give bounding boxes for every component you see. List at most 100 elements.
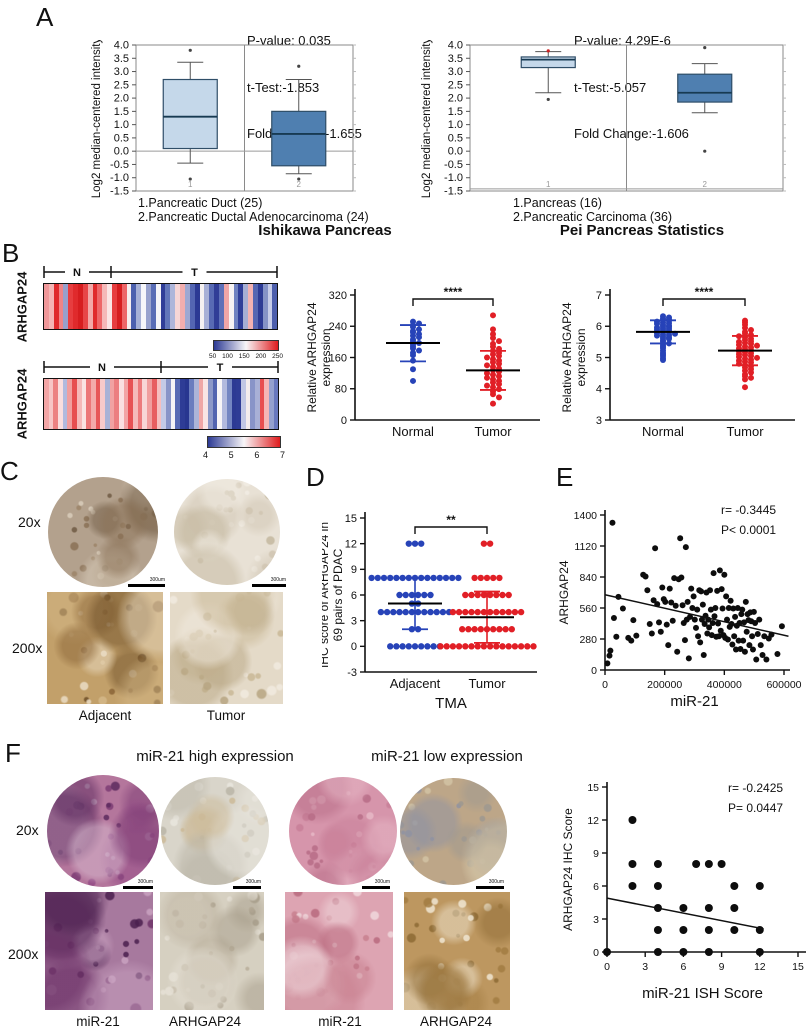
ishikawa-legend-1: 1.Pancreatic Duct (25) (138, 196, 263, 210)
svg-text:240: 240 (329, 321, 347, 333)
heatmap1-colorbar-ticks: 50 100 150 200 250 (209, 353, 283, 360)
svg-text:5: 5 (596, 352, 602, 364)
c-20x-label: 20x (18, 514, 41, 530)
panel-a-label: A (36, 2, 54, 32)
svg-text:1.0: 1.0 (114, 119, 129, 131)
svg-text:12: 12 (345, 538, 357, 550)
scalebar-label: 300um (270, 577, 286, 583)
pei-title: Pei Pancreas Statistics (559, 222, 725, 239)
heatmap2-colorbar (207, 436, 281, 448)
svg-text:-0.5: -0.5 (444, 159, 463, 171)
svg-text:Normal: Normal (642, 424, 684, 439)
c-tumor-label: Tumor (206, 708, 246, 723)
svg-text:3.0: 3.0 (448, 66, 463, 78)
svg-text:P= 0.0447: P= 0.0447 (728, 801, 783, 815)
svg-text:****: **** (444, 285, 463, 299)
svg-text:560: 560 (579, 603, 597, 615)
svg-text:P< 0.0001: P< 0.0001 (721, 523, 776, 537)
svg-text:1.5: 1.5 (448, 106, 463, 118)
svg-text:1400: 1400 (574, 510, 598, 522)
c-adjacent-label: Adjacent (78, 708, 132, 723)
svg-text:Log2 median-centered intensity: Log2 median-centered intensity (421, 40, 433, 198)
heatmap1-colorbar (213, 340, 279, 351)
svg-text:1.5: 1.5 (114, 106, 129, 118)
tumor-20x-image (174, 479, 280, 585)
svg-text:0.0: 0.0 (114, 146, 129, 158)
svg-text:9: 9 (351, 564, 357, 576)
f-col-label-arhgap24-2: ARHGAP24 (419, 1014, 493, 1029)
svg-text:0: 0 (604, 961, 610, 973)
mir21-high-ihc-20x-image (161, 777, 269, 885)
svg-text:Normal: Normal (392, 424, 434, 439)
svg-text:3.5: 3.5 (114, 53, 129, 65)
mir21-high-ish-200x-image (45, 892, 153, 1010)
c-200x-label: 200x (12, 640, 43, 656)
f-col-label-mir21-1: miR-21 (76, 1014, 120, 1029)
ishikawa-ttest: t-Test:-1.853 (247, 79, 320, 95)
scalebar (252, 584, 286, 587)
svg-text:-0.5: -0.5 (110, 159, 129, 171)
f-col-label-mir21-2: miR-21 (318, 1014, 362, 1029)
mir21-low-ish-200x-image (285, 892, 393, 1010)
heatmap1-row-label: ARHGAP24 (14, 271, 30, 343)
panel-f-label: F (5, 738, 21, 768)
svg-text:15: 15 (792, 961, 804, 973)
svg-text:Log2 median-centered intensity: Log2 median-centered intensity (91, 40, 103, 198)
ishikawa-legend-2: 2.Pancreatic Ductal Adenocarcinoma (24) (138, 210, 369, 224)
svg-text:miR-21 ISH Score: miR-21 ISH Score (642, 985, 763, 1002)
svg-text:1.0: 1.0 (448, 119, 463, 131)
panel-e-label: E (556, 462, 574, 492)
svg-text:r= -0.3445: r= -0.3445 (721, 503, 776, 517)
panel-c-label: C (0, 456, 19, 486)
ishikawa-pvalue: P-value: 0.035 (247, 33, 331, 48)
f-col-label-arhgap24-1: ARHGAP24 (168, 1014, 242, 1029)
pei-boxplot: 4.03.53.02.5 2.01.51.00.5 0.0-0.5-1.0 -1.5 L… (421, 40, 786, 198)
svg-text:0: 0 (593, 947, 599, 959)
scalebar-label: 300um (245, 879, 261, 885)
svg-text:9: 9 (593, 848, 599, 860)
svg-text:200000: 200000 (647, 679, 682, 691)
svg-text:15: 15 (587, 782, 599, 794)
svg-text:T: T (191, 267, 198, 279)
svg-text:69 pairs of PDAC: 69 pairs of PDAC (331, 548, 345, 641)
svg-text:Tumor: Tumor (468, 676, 506, 691)
mir21-high-ish-20x-image (47, 775, 159, 887)
svg-text:r= -0.2425: r= -0.2425 (728, 781, 783, 795)
svg-text:0.5: 0.5 (448, 132, 463, 144)
svg-text:Relative ARHGAP24: Relative ARHGAP24 (560, 302, 574, 412)
svg-text:**: ** (446, 513, 456, 527)
mir21-low-ihc-200x-image (404, 892, 510, 1010)
svg-text:1: 1 (188, 180, 193, 189)
svg-text:6: 6 (596, 321, 602, 333)
svg-text:1120: 1120 (574, 541, 597, 553)
svg-text:-1.5: -1.5 (444, 186, 463, 198)
f-20x-label: 20x (16, 822, 39, 838)
scalebar (233, 886, 261, 889)
pei-foldchange: Fold Change:-1.606 (574, 126, 689, 141)
heatmap2-row-label: ARHGAP24 (14, 368, 30, 440)
svg-text:4: 4 (596, 384, 602, 396)
mir21-low-title: miR-21 low expression (371, 748, 523, 765)
mir21-high-ihc-200x-image (160, 892, 264, 1010)
scalebar (362, 886, 390, 889)
svg-text:0.5: 0.5 (114, 132, 129, 144)
scalebar-label: 300um (137, 879, 153, 885)
adjacent-200x-image (47, 592, 163, 704)
svg-text:600000: 600000 (766, 679, 801, 691)
svg-text:320: 320 (329, 290, 347, 302)
scalebar (476, 886, 504, 889)
svg-text:4.0: 4.0 (114, 40, 129, 52)
svg-text:2.5: 2.5 (114, 79, 129, 91)
panel-d-label: D (306, 462, 325, 492)
svg-text:****: **** (695, 285, 714, 299)
adjacent-20x-image (48, 477, 158, 587)
svg-text:Tumor: Tumor (474, 424, 512, 439)
scalebar (128, 584, 165, 587)
svg-text:-1.0: -1.0 (444, 172, 463, 184)
ishikawa-boxplot: 4.03.53.02.5 2.01.51.00.5 0.0-0.5-1.0 -1.5 L… (91, 40, 356, 198)
svg-text:840: 840 (579, 572, 597, 584)
svg-text:Tumor: Tumor (726, 424, 764, 439)
